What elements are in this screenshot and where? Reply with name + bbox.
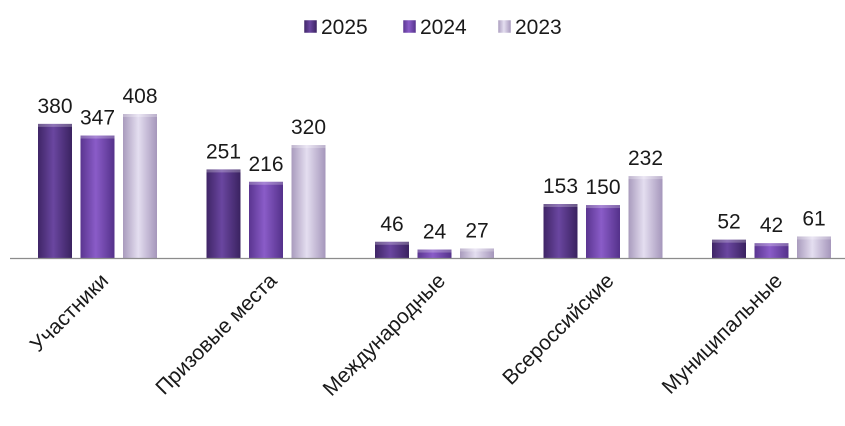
bar-2025-0 [38,123,72,258]
bar-2024-3 [586,205,620,258]
value-label-2024-1: 216 [248,153,283,176]
category-label-3: Всероссийские [498,269,618,389]
bar-highlight-2025-0 [38,123,72,127]
value-label-2023-0: 408 [122,85,157,108]
value-label-2024-2: 24 [423,221,447,244]
bar-highlight-2024-3 [586,205,620,209]
bar-highlight-2023-2 [460,248,494,252]
bar-2024-1 [249,181,283,258]
bar-2025-4 [712,239,746,258]
bar-highlight-2025-4 [712,239,746,243]
value-label-2025-2: 46 [380,213,403,236]
legend-label-2025: 2025 [321,16,368,39]
bar-2023-2 [460,248,494,258]
bar-highlight-2024-2 [417,249,452,253]
value-label-2023-1: 320 [291,116,326,139]
bar-highlight-2025-3 [543,204,578,207]
bar-highlight-2023-3 [628,176,663,180]
legend-swatch-2025 [303,19,318,34]
legend-swatch-2024 [402,19,417,34]
bars [38,114,831,258]
bar-highlight-2023-0 [123,114,157,117]
bar-2025-3 [543,204,578,258]
bar-2025-2 [375,241,409,258]
value-label-2025-3: 153 [543,175,578,198]
bar-2025-1 [206,169,241,258]
value-label-2024-4: 42 [760,214,783,237]
bar-highlight-2023-1 [291,145,326,149]
bar-highlight-2025-1 [206,169,241,173]
value-label-2023-3: 232 [628,147,663,170]
legend-swatch-2023 [497,19,512,34]
category-label-4: Муниципальные [658,269,787,398]
bar-highlight-2024-1 [249,181,283,185]
category-label-1: Призовые места [151,269,281,399]
category-labels: Участники Призовые места Международные Всер… [26,269,787,401]
legend-label-2024: 2024 [420,16,467,39]
bar-2024-0 [80,135,115,258]
value-labels: 380 347 408 251 216 320 46 24 27 153 150 232 52 42 61 [37,85,825,244]
value-label-2023-4: 61 [802,207,825,230]
value-label-2023-2: 27 [465,219,488,242]
bar-2023-0 [123,114,157,258]
value-label-2025-0: 380 [37,95,72,118]
bar-2024-4 [754,243,789,258]
bar-highlight-2024-0 [80,135,115,139]
value-label-2024-3: 150 [585,176,620,199]
bar-highlight-2025-2 [375,241,409,245]
bar-2023-3 [628,176,663,258]
value-label-2025-4: 52 [717,211,740,234]
bar-highlight-2024-4 [754,243,789,247]
bar-2023-4 [797,236,831,258]
bar-2023-1 [291,145,326,258]
value-label-2025-1: 251 [206,140,241,163]
bar-highlight-2023-4 [797,236,831,240]
legend: 2025 2024 2023 [303,16,562,39]
bar-2024-2 [417,249,452,258]
category-label-0: Участники [26,269,113,356]
legend-label-2023: 2023 [515,16,562,39]
category-label-2: Международные [319,269,450,400]
value-label-2024-0: 347 [80,107,115,130]
